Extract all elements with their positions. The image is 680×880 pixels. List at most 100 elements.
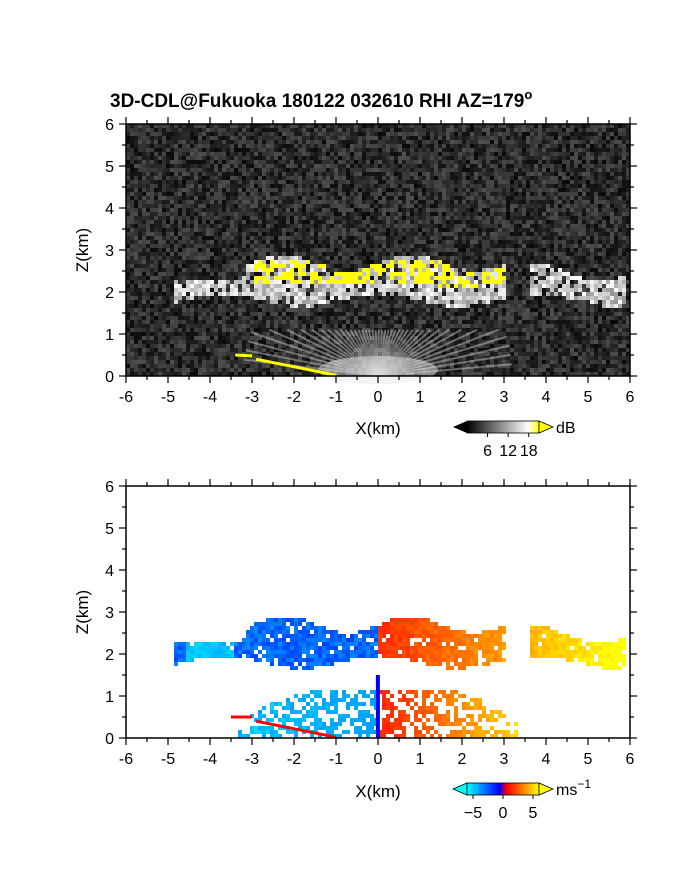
- noise-cell: [530, 272, 534, 276]
- noise-cell: [322, 244, 326, 248]
- noise-cell: [462, 252, 466, 256]
- noise-cell: [202, 256, 206, 260]
- noise-cell: [158, 200, 162, 204]
- noise-cell: [222, 244, 226, 248]
- noise-cell: [182, 216, 186, 220]
- noise-cell: [486, 256, 490, 260]
- noise-cell: [370, 196, 374, 200]
- noise-cell: [494, 136, 498, 140]
- noise-cell: [186, 160, 190, 164]
- noise-cell: [306, 156, 310, 160]
- noise-cell: [618, 216, 622, 220]
- noise-cell: [346, 192, 350, 196]
- noise-cell: [438, 200, 442, 204]
- noise-cell: [402, 224, 406, 228]
- noise-cell: [130, 256, 134, 260]
- noise-cell: [442, 132, 446, 136]
- noise-cell: [454, 184, 458, 188]
- noise-cell: [146, 232, 150, 236]
- noise-cell: [534, 192, 538, 196]
- noise-cell: [514, 160, 518, 164]
- noise-cell: [390, 204, 394, 208]
- noise-cell: [450, 260, 454, 264]
- noise-cell: [546, 140, 550, 144]
- noise-cell: [394, 176, 398, 180]
- noise-cell: [334, 156, 338, 160]
- noise-cell: [342, 192, 346, 196]
- noise-cell: [418, 188, 422, 192]
- noise-cell: [302, 200, 306, 204]
- noise-cell: [498, 200, 502, 204]
- noise-cell: [350, 132, 354, 136]
- noise-cell: [466, 240, 470, 244]
- noise-cell: [558, 208, 562, 212]
- noise-cell: [574, 168, 578, 172]
- noise-cell: [502, 224, 506, 228]
- noise-cell: [422, 160, 426, 164]
- noise-cell: [230, 180, 234, 184]
- noise-cell: [314, 220, 318, 224]
- noise-cell: [374, 160, 378, 164]
- noise-cell: [590, 228, 594, 232]
- noise-cell: [138, 240, 142, 244]
- noise-cell: [154, 180, 158, 184]
- noise-cell: [126, 236, 130, 240]
- noise-cell: [310, 160, 314, 164]
- noise-cell: [362, 196, 366, 200]
- noise-cell: [162, 224, 166, 228]
- noise-cell: [242, 240, 246, 244]
- noise-cell: [622, 192, 626, 196]
- noise-cell: [474, 204, 478, 208]
- noise-cell: [554, 256, 558, 260]
- noise-cell: [266, 188, 270, 192]
- noise-cell: [518, 128, 522, 132]
- noise-cell: [326, 168, 330, 172]
- noise-cell: [434, 128, 438, 132]
- noise-cell: [218, 164, 222, 168]
- noise-cell: [358, 252, 362, 256]
- noise-cell: [198, 176, 202, 180]
- noise-cell: [422, 132, 426, 136]
- noise-cell: [502, 260, 506, 264]
- noise-cell: [450, 168, 454, 172]
- noise-cell: [170, 128, 174, 132]
- noise-cell: [578, 160, 582, 164]
- noise-cell: [190, 240, 194, 244]
- noise-cell: [626, 260, 630, 264]
- noise-cell: [354, 204, 358, 208]
- noise-cell: [518, 140, 522, 144]
- noise-cell: [126, 252, 130, 256]
- noise-cell: [586, 248, 590, 252]
- noise-cell: [274, 236, 278, 240]
- noise-cell: [214, 184, 218, 188]
- noise-cell: [414, 180, 418, 184]
- noise-cell: [626, 168, 630, 172]
- noise-cell: [498, 212, 502, 216]
- noise-cell: [242, 152, 246, 156]
- noise-cell: [258, 200, 262, 204]
- noise-cell: [134, 264, 138, 268]
- noise-cell: [438, 168, 442, 172]
- noise-cell: [382, 264, 386, 268]
- noise-cell: [174, 240, 178, 244]
- noise-cell: [526, 244, 530, 248]
- noise-cell: [394, 224, 398, 228]
- noise-cell: [150, 272, 154, 276]
- noise-cell: [222, 184, 226, 188]
- noise-cell: [546, 212, 550, 216]
- noise-cell: [374, 144, 378, 148]
- noise-cell: [594, 244, 598, 248]
- noise-cell: [590, 124, 594, 128]
- noise-cell: [410, 144, 414, 148]
- noise-cell: [218, 180, 222, 184]
- noise-cell: [398, 144, 402, 148]
- noise-cell: [478, 236, 482, 240]
- noise-cell: [338, 140, 342, 144]
- noise-cell: [474, 240, 478, 244]
- noise-cell: [474, 200, 478, 204]
- noise-cell: [626, 188, 630, 192]
- noise-cell: [218, 152, 222, 156]
- noise-cell: [462, 128, 466, 132]
- noise-cell: [618, 236, 622, 240]
- noise-cell: [182, 256, 186, 260]
